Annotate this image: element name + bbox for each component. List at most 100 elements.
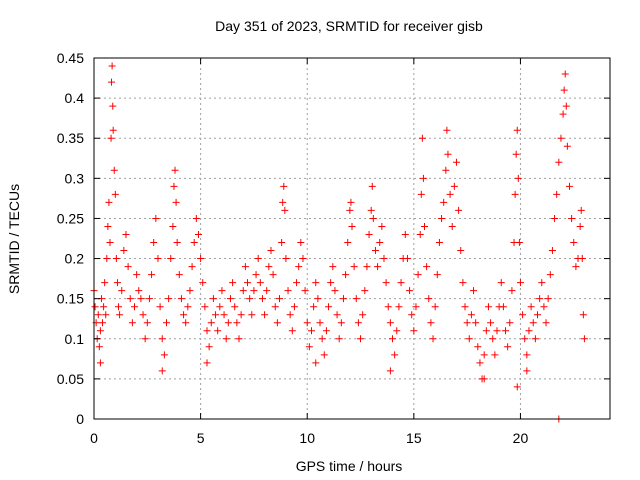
y-tick-label: 0.35	[57, 130, 84, 146]
data-point	[446, 190, 454, 198]
data-point	[279, 198, 287, 206]
data-point	[380, 255, 388, 263]
data-point	[408, 311, 416, 319]
data-point	[474, 343, 482, 351]
data-point	[261, 311, 269, 319]
data-point	[406, 287, 414, 295]
data-point	[199, 279, 207, 287]
data-point	[480, 375, 488, 383]
data-point	[425, 295, 433, 303]
data-point	[322, 327, 330, 335]
data-point	[470, 287, 478, 295]
data-point	[562, 102, 570, 110]
data-point	[560, 86, 568, 94]
data-point	[131, 303, 139, 311]
data-point	[325, 303, 333, 311]
data-point	[112, 255, 120, 263]
data-point	[513, 126, 521, 134]
data-point	[431, 303, 439, 311]
data-point	[363, 263, 371, 271]
data-point	[482, 327, 490, 335]
data-point	[350, 263, 358, 271]
data-point	[433, 271, 441, 279]
data-point	[241, 263, 249, 271]
data-point	[273, 319, 281, 327]
data-point	[269, 271, 277, 279]
data-point	[368, 182, 376, 190]
data-point	[463, 319, 471, 327]
data-point	[286, 311, 294, 319]
data-point	[246, 295, 254, 303]
data-point	[222, 335, 230, 343]
data-point	[250, 287, 258, 295]
data-point	[403, 255, 411, 263]
data-point	[182, 319, 190, 327]
data-point	[205, 343, 213, 351]
data-point	[106, 239, 114, 247]
data-point	[391, 351, 399, 359]
data-point	[188, 263, 196, 271]
data-point	[551, 214, 559, 222]
data-point	[491, 351, 499, 359]
data-point	[137, 295, 145, 303]
data-point	[513, 383, 521, 391]
y-tick-label: 0.2	[65, 251, 85, 267]
data-point	[110, 166, 118, 174]
x-tick-label: 5	[197, 430, 205, 446]
data-point	[218, 287, 226, 295]
data-point	[448, 222, 456, 230]
data-point	[158, 335, 166, 343]
data-point	[337, 319, 345, 327]
data-point	[452, 158, 460, 166]
data-point	[416, 230, 424, 238]
data-point	[536, 295, 544, 303]
data-point	[280, 182, 288, 190]
data-point	[201, 303, 209, 311]
data-point	[103, 255, 111, 263]
data-point	[111, 190, 119, 198]
data-point	[314, 295, 322, 303]
data-point	[316, 319, 324, 327]
data-point	[525, 327, 533, 335]
data-point	[290, 303, 298, 311]
data-point	[177, 295, 185, 303]
data-point	[361, 287, 369, 295]
data-point	[284, 287, 292, 295]
data-point	[265, 263, 273, 271]
data-point	[162, 319, 170, 327]
data-point	[171, 166, 179, 174]
data-point	[165, 295, 173, 303]
grid-layer	[94, 58, 610, 419]
data-point	[538, 279, 546, 287]
data-point	[133, 271, 141, 279]
data-point	[333, 311, 341, 319]
data-point	[393, 327, 401, 335]
y-tick-label: 0	[76, 411, 84, 427]
x-axis-label: GPS time / hours	[296, 458, 403, 474]
data-point	[99, 319, 107, 327]
data-point	[209, 295, 217, 303]
data-point	[542, 319, 550, 327]
data-point	[429, 335, 437, 343]
data-point	[281, 206, 289, 214]
ticks-layer: 0 0.05 0.1 0.15 0.2 0.25 0.3 0.35 0.4 0.45 0 5 10 15 2…	[57, 50, 610, 446]
data-point	[186, 287, 194, 295]
data-point	[455, 206, 463, 214]
data-point	[180, 311, 188, 319]
x-tick-label: 20	[513, 430, 529, 446]
data-point	[303, 319, 311, 327]
data-point	[310, 303, 318, 311]
data-point	[113, 279, 121, 287]
data-point	[534, 311, 542, 319]
data-point	[167, 255, 175, 263]
data-point	[335, 335, 343, 343]
data-point	[214, 327, 222, 335]
data-point	[237, 311, 245, 319]
data-point	[141, 335, 149, 343]
data-point	[386, 319, 394, 327]
data-point	[561, 70, 569, 78]
data-point	[578, 255, 586, 263]
data-point	[540, 303, 548, 311]
data-point	[258, 295, 266, 303]
